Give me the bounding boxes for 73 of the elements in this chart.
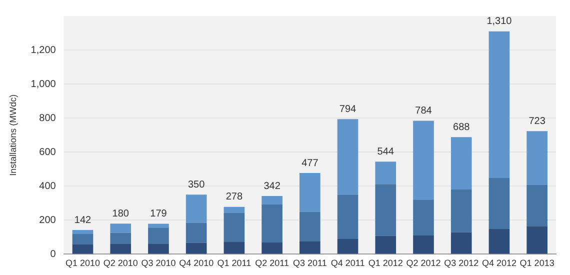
bar (526, 184, 548, 226)
bar (300, 241, 320, 254)
bar (186, 222, 207, 243)
y-axis-title: Installations (MWdc) (8, 94, 18, 176)
bar (72, 234, 94, 244)
bar (337, 239, 358, 254)
bar (224, 213, 245, 242)
total-label: 794 (339, 104, 357, 115)
bar (300, 173, 320, 212)
bar (72, 230, 94, 234)
bar (262, 204, 282, 242)
bar (337, 119, 358, 195)
bar (262, 242, 282, 254)
x-tick-label: Q1 2013 (520, 258, 554, 268)
bar (413, 235, 434, 254)
bar (262, 196, 282, 205)
total-label: 784 (415, 106, 432, 117)
bar (375, 184, 396, 236)
bar (72, 244, 94, 254)
total-label: 342 (264, 180, 281, 192)
x-tick-label: Q1 2012 (368, 258, 403, 268)
bar (488, 229, 510, 254)
total-label: 1,310 (486, 16, 512, 28)
y-tick-label: 800 (39, 112, 56, 124)
x-tick-label: Q4 2011 (330, 258, 365, 268)
x-tick-label: Q4 2010 (179, 258, 214, 268)
bar (110, 244, 132, 254)
bar (526, 226, 548, 254)
bar (224, 206, 245, 214)
x-tick-label: Q1 2010 (65, 258, 100, 268)
bar (224, 242, 245, 254)
x-tick-label: Q2 2010 (103, 258, 138, 268)
total-label: 688 (453, 122, 470, 133)
y-tick-label: 600 (39, 146, 56, 158)
total-label: 477 (302, 158, 319, 169)
x-tick-label: Q2 2012 (406, 258, 441, 268)
bar (110, 232, 132, 244)
bar (488, 31, 510, 178)
bar (450, 190, 472, 232)
bar (375, 236, 396, 254)
total-label: 278 (226, 192, 243, 203)
bar (413, 120, 434, 200)
bar (148, 244, 169, 254)
bar (488, 178, 510, 230)
bar (300, 212, 320, 242)
bar (375, 162, 396, 184)
bar (450, 232, 472, 254)
x-tick-label: Q4 2012 (482, 258, 516, 268)
x-tick-label: Q3 2012 (444, 258, 479, 268)
bar (148, 224, 169, 228)
total-label: 179 (150, 208, 168, 220)
y-tick-label: 1,000 (30, 78, 56, 90)
x-tick-label: Q3 2010 (141, 258, 176, 268)
bar (186, 194, 207, 223)
bar (186, 242, 207, 254)
bar (337, 194, 358, 240)
y-tick-label: 400 (39, 180, 56, 192)
y-tick-label: 1,200 (30, 44, 56, 56)
x-tick-label: Q1 2011 (217, 258, 252, 268)
x-tick-label: Q2 2011 (255, 258, 289, 268)
bar (413, 200, 434, 236)
total-label: 142 (74, 214, 92, 226)
y-tick-label: 0 (50, 248, 56, 260)
y-tick-label: 200 (39, 214, 56, 226)
bar (450, 137, 472, 190)
bar (148, 228, 169, 244)
total-label: 180 (112, 208, 130, 220)
total-label: 544 (377, 146, 394, 158)
total-label: 723 (528, 116, 546, 127)
total-label: 350 (188, 179, 206, 190)
bar (526, 131, 548, 185)
bar (110, 224, 132, 233)
x-tick-label: Q3 2011 (292, 258, 327, 268)
